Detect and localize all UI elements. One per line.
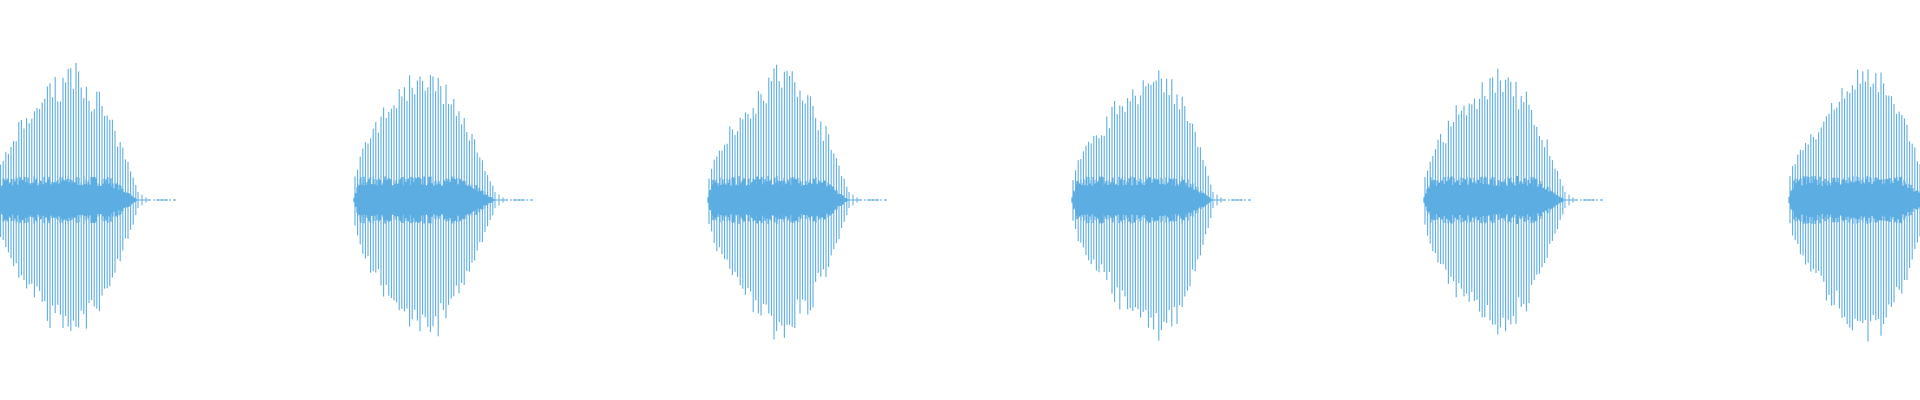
- burst: [0, 62, 176, 331]
- burst: [1788, 69, 1920, 342]
- burst: [1071, 70, 1251, 341]
- burst: [707, 64, 887, 340]
- burst: [353, 74, 533, 337]
- burst: [1423, 68, 1603, 335]
